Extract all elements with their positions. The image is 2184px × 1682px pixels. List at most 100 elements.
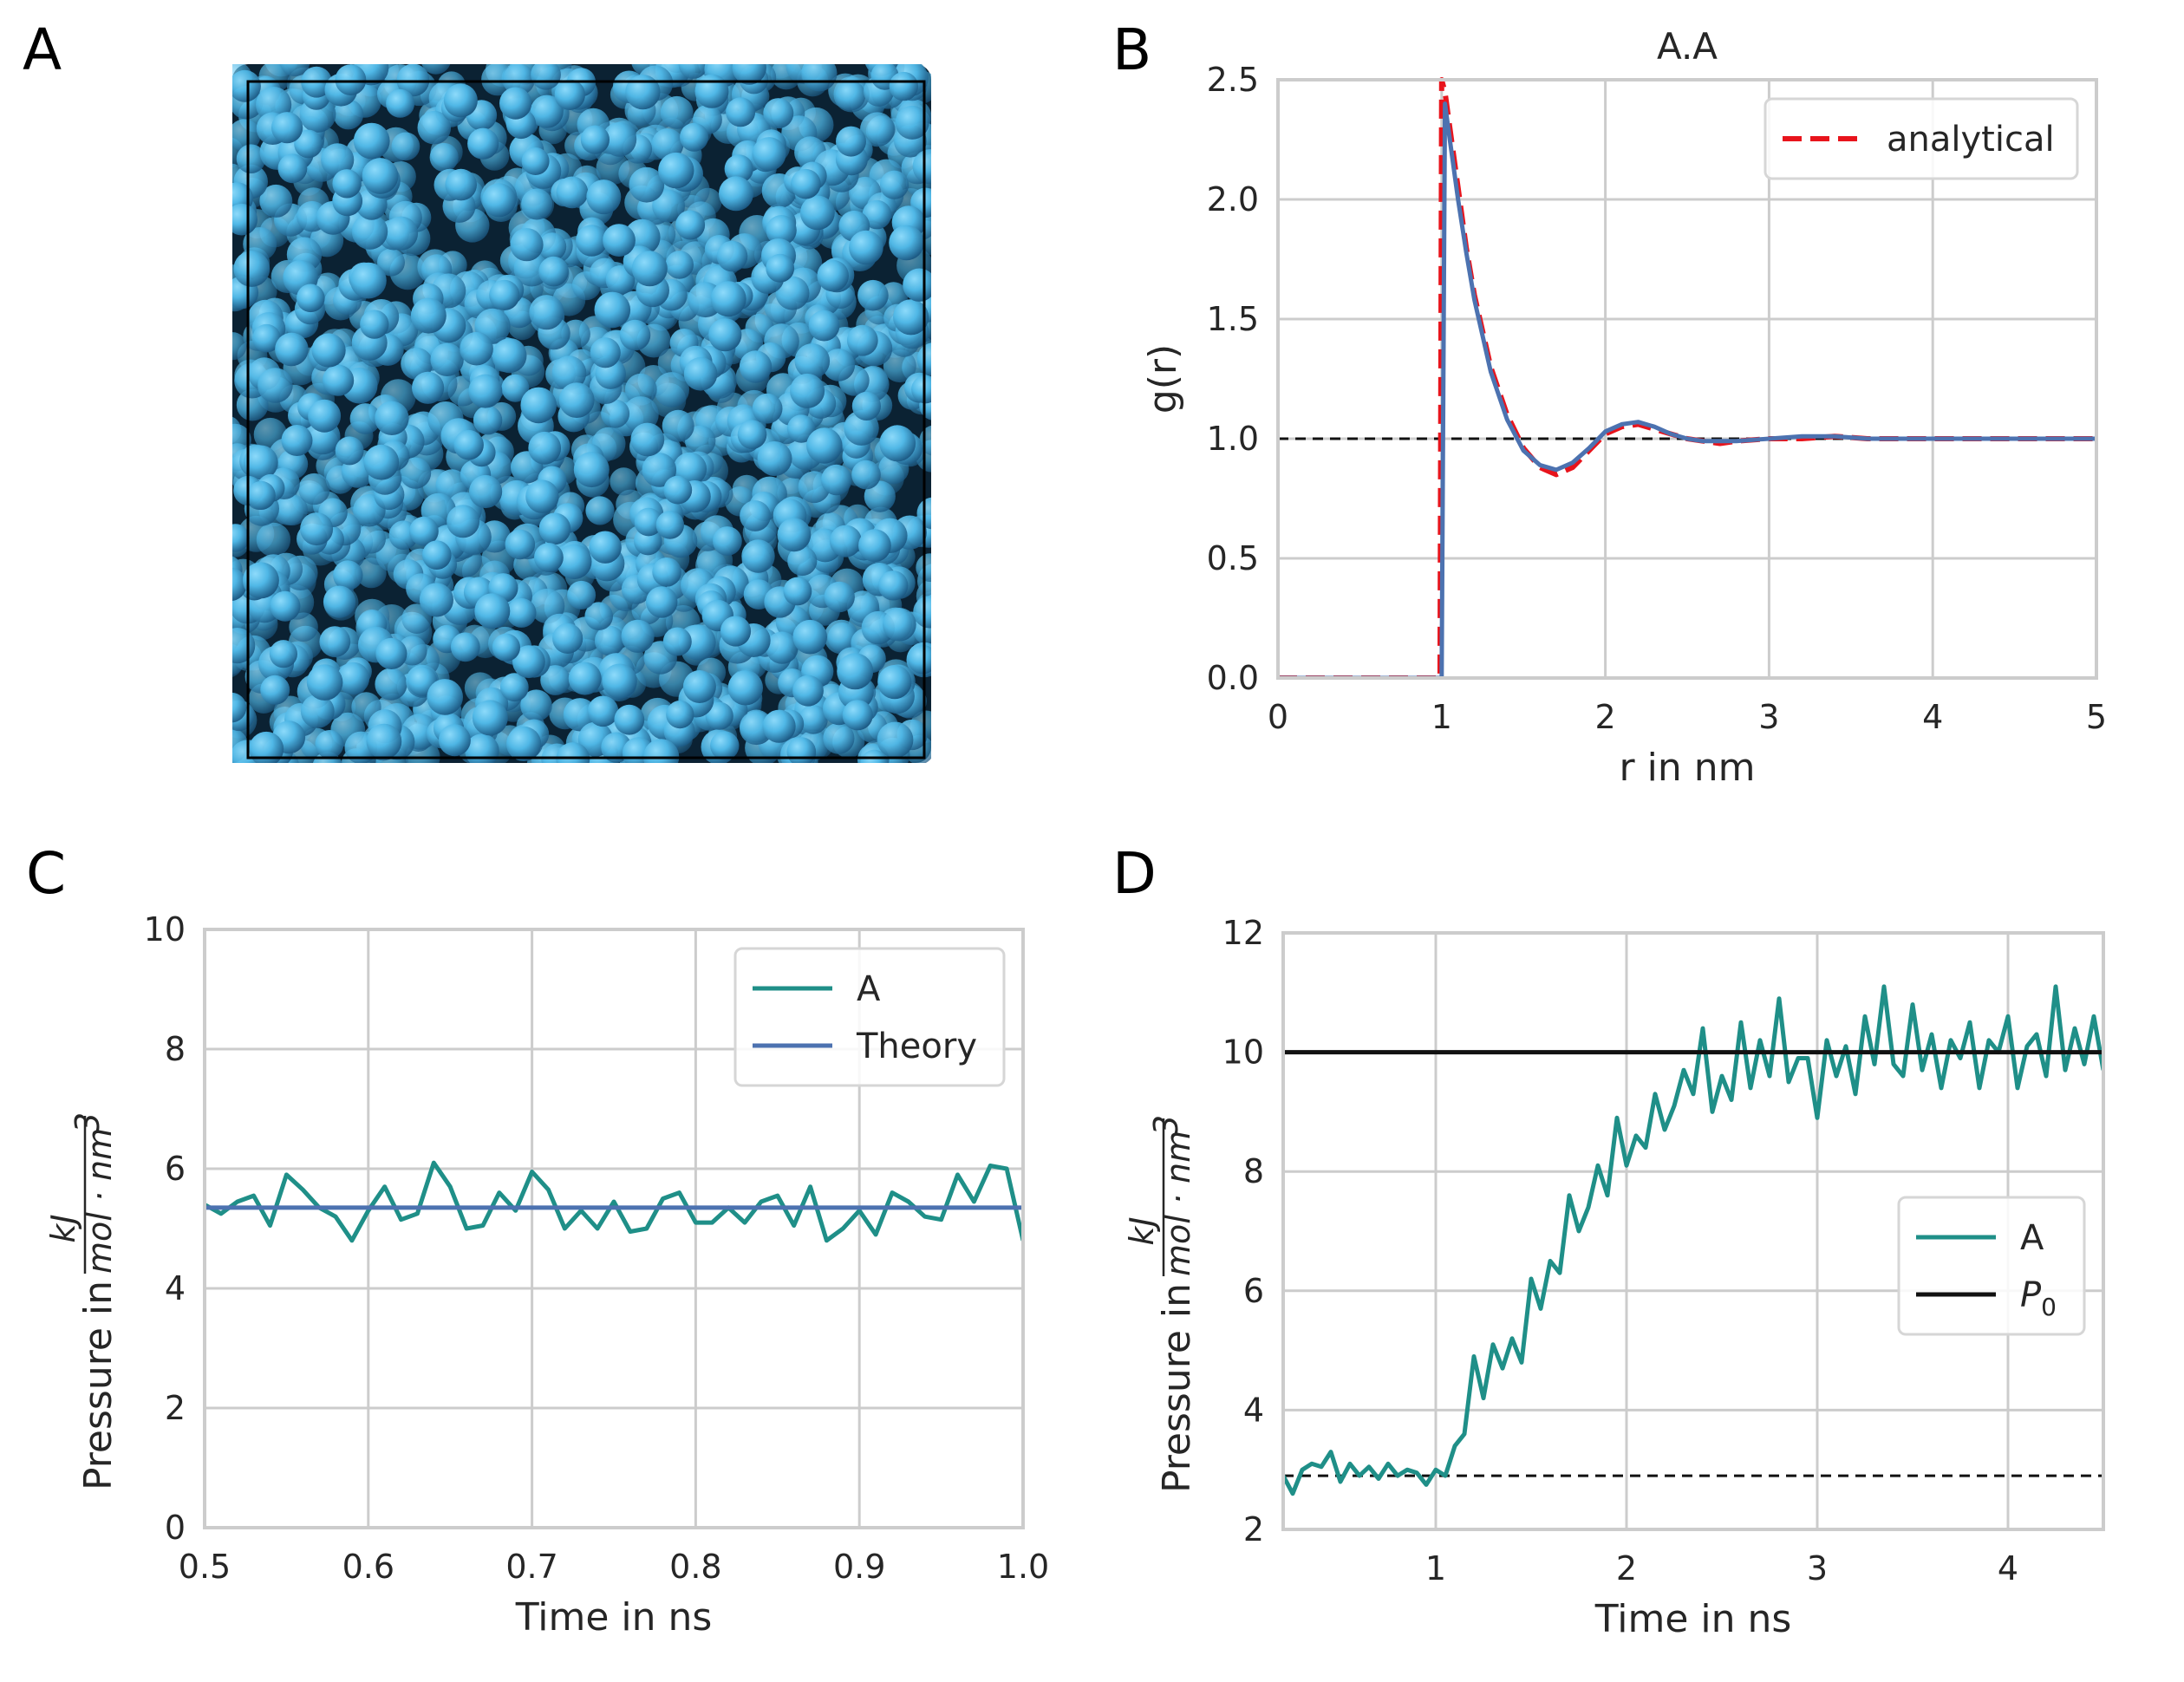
particle-sphere [777,518,812,552]
panel-letter-b: B [1112,16,1151,83]
particle-sphere [837,653,874,690]
plot-frame [1281,931,2105,1531]
particle-sphere [336,662,370,695]
particle-sphere [422,540,452,570]
y-axis-label-denominator: mol · nm [1159,1131,1197,1276]
y-tick-label: 0.5 [1207,539,1259,577]
particle-sphere [716,240,748,272]
particle-sphere [474,593,511,629]
particle-sphere [568,662,602,695]
particle-sphere [502,64,535,96]
legend-box [733,947,1006,1087]
particle-sphere [298,473,330,505]
particle-sphere [430,342,464,376]
particle-sphere [252,323,281,353]
particle-sphere [858,529,891,563]
particle-sphere [232,332,247,361]
particle-sphere [427,679,463,715]
x-tick-label: 4 [1922,698,1943,736]
particle-sphere [232,119,261,152]
particle-sphere [460,331,493,366]
particle-sphere [631,251,668,287]
x-tick-label: 1.0 [997,1548,1049,1586]
particle-sphere [842,700,873,731]
particle-sphere [232,567,247,602]
legend-box [1897,1196,2086,1336]
particle-sphere [528,431,562,465]
particle-sphere [355,557,387,589]
legend-box [1763,97,2079,180]
particle-sphere [775,276,810,310]
particle-sphere [521,147,550,175]
particle-sphere [242,562,279,599]
particle-sphere [642,453,677,487]
y-tick-label: 0 [165,1509,186,1547]
y-tick-label: 4 [165,1269,186,1307]
particle-sphere [705,701,733,730]
particle-sphere [601,399,630,428]
x-tick-label: 3 [1807,1549,1828,1587]
particle-sphere [908,644,931,675]
particle-sphere [766,215,797,246]
particle-sphere [538,256,569,287]
y-axis-label-numerator: kJ [44,1214,82,1242]
y-tick-label: 2 [1243,1510,1264,1548]
particle-sphere [505,529,536,560]
particle-sphere [851,391,882,420]
particle-sphere [377,248,405,277]
particle-sphere [685,425,716,457]
particle-sphere [665,251,694,279]
panel-letter-d: D [1112,840,1157,907]
series-line-a [205,1160,1023,1243]
particle-sphere [860,112,895,147]
particle-sphere [260,675,290,705]
particle-sphere [630,422,665,457]
particle-sphere [883,608,916,642]
particle-sphere [877,721,914,759]
particle-sphere [525,479,559,513]
particle-sphere [658,152,694,189]
particle-sphere [386,88,415,118]
particle-sphere [835,80,866,111]
particle-sphere [233,251,271,287]
particle-sphere [300,694,335,728]
series-line-a [1283,984,2103,1496]
particle-sphere [259,184,293,218]
series-line-data [1278,101,2096,678]
particle-sphere [682,670,716,703]
particle-sphere [678,64,708,79]
particle-sphere [363,444,400,480]
particle-sphere [836,126,866,157]
particle-sphere [708,318,742,352]
particle-sphere [586,179,622,215]
particle-sphere [786,414,816,443]
particle-sphere [752,137,786,172]
particle-sphere [529,295,564,330]
y-tick-label: 2.5 [1207,61,1259,99]
particle-sphere [726,97,756,127]
x-tick-label: 3 [1758,698,1779,736]
particle-sphere [531,64,561,90]
particle-sphere [534,543,564,572]
particle-sphere [445,168,477,201]
particle-sphere [473,406,503,435]
particle-sphere [594,291,631,329]
particle-sphere [501,374,530,402]
particle-sphere [877,665,912,700]
legend-label: A [857,969,881,1009]
particle-sphere [506,597,537,628]
x-tick-label: 2 [1595,698,1616,736]
particle-sphere [666,701,694,729]
particle-sphere [306,664,343,701]
plot-frame [203,928,1025,1529]
panel-letter-a: A [23,16,62,83]
particle-sphere [594,625,625,656]
particle-sphere [351,213,388,250]
legend-label: analytical [1887,120,2055,160]
particle-sphere [530,95,564,128]
particle-sphere [333,99,364,130]
y-tick-label: 10 [144,910,186,949]
particle-sphere [308,399,342,433]
particle-sphere [683,357,718,391]
